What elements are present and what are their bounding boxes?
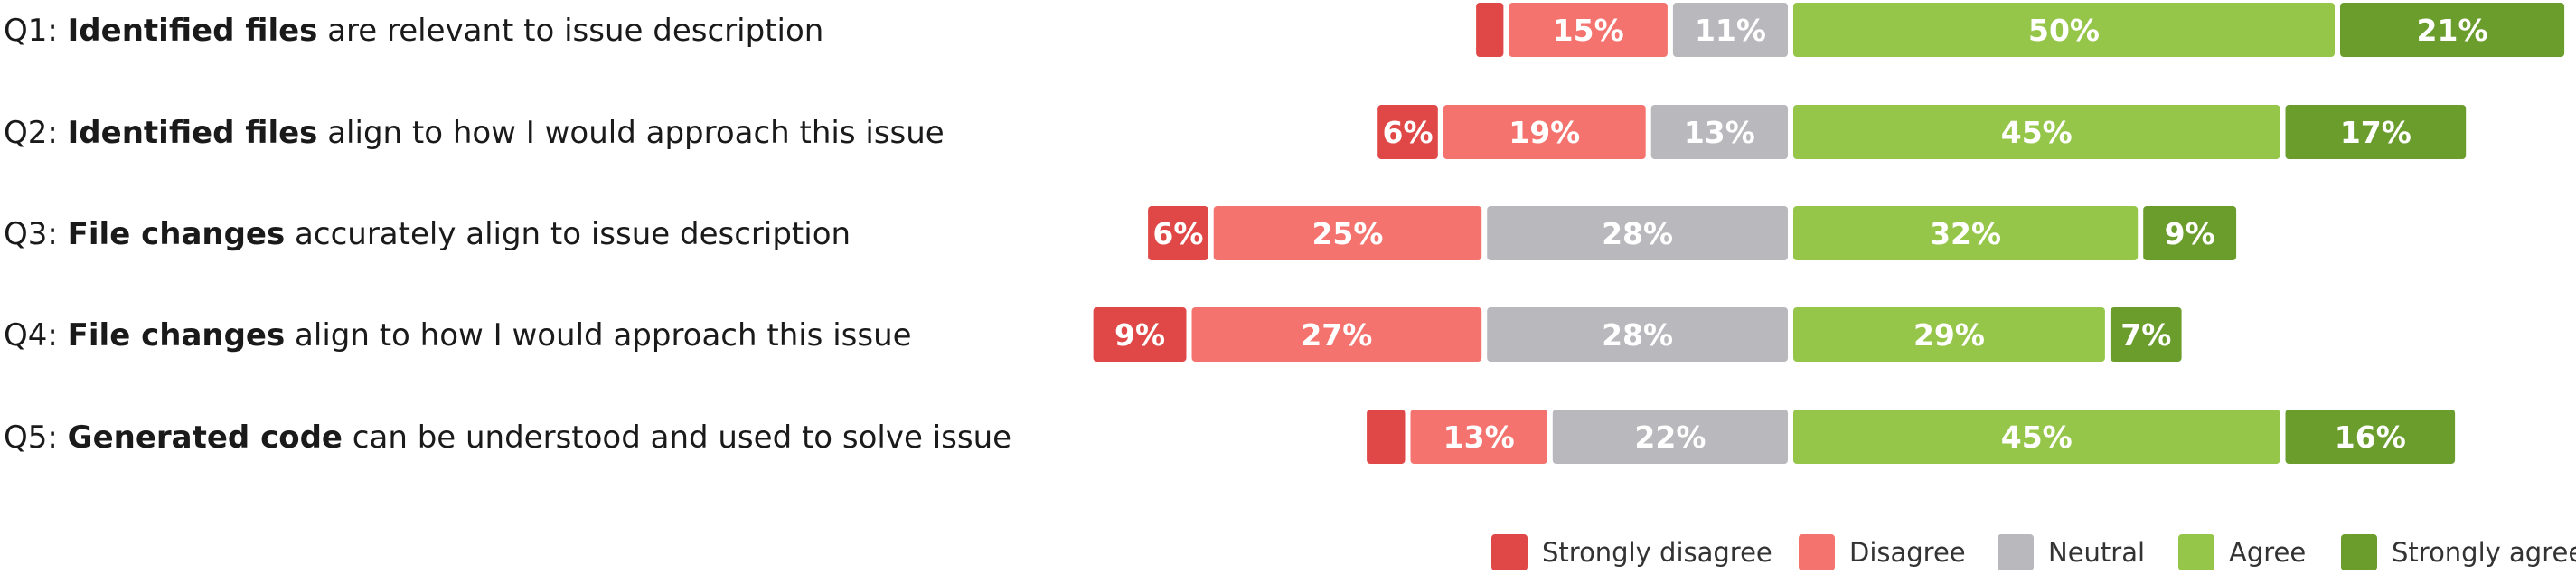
question-label: Q3: File changes accurately align to iss… [4,216,851,252]
bar-segment-disagree [1410,410,1547,464]
bar-value-label: 15% [1553,13,1624,48]
legend-item-neutral: Neutral [1998,534,2145,570]
bar-value-label: 6% [1382,115,1433,150]
legend-label: Strongly disagree [1542,537,1772,568]
bar-segment-neutral [1650,105,1788,159]
bar-value-label: 32% [1930,216,2001,251]
bar-value-label: 9% [1114,317,1165,353]
legend: Strongly disagree Disagree Neutral Agree Str… [1491,534,2576,570]
bar-value-label: 13% [1443,419,1515,455]
question-emphasis: Identified files [68,13,318,49]
question-emphasis: Generated code [68,419,343,456]
bar-segment-agree [1793,410,2280,464]
bar-value-label: 29% [1913,317,1985,353]
bar-value-label: 50% [2028,13,2100,48]
question-label: Q2: Identified files align to how I woul… [4,115,945,151]
bar-segment-disagree [1213,206,1482,260]
bar-segment-strongly-agree [2285,410,2456,464]
bar-value-label: 17% [2340,115,2411,150]
question-prefix: Q3: [4,216,68,252]
bar-segment-neutral [1552,410,1788,464]
question-text: align to how I would approach this issue [317,115,944,151]
bar-segment-disagree [1191,307,1482,362]
bar-segment-agree [1793,105,2280,159]
bar-value-label: 28% [1602,317,1673,353]
bar-segment-strongly-disagree [1148,206,1208,260]
bar-value-label: 25% [1312,216,1383,251]
question-text: accurately align to issue description [285,216,851,252]
legend-item-agree: Agree [2178,534,2306,570]
question-prefix: Q2: [4,115,68,151]
bars: 11% 15% 50% 21% 13% 19% 6% 45% 17% 28% 25% 6% 32% 9% 2… [1093,3,2565,464]
question-prefix: Q1: [4,13,68,49]
bar-segment-strongly-disagree [1367,410,1406,464]
bar-value-label: 11% [1695,13,1766,48]
legend-label: Strongly agree [2392,537,2576,568]
question-label: Q5: Generated code can be understood and… [4,419,1011,456]
bar-segment-neutral [1487,307,1788,362]
bar-segment-agree [1793,206,2139,260]
bar-value-label: 6% [1152,216,1203,251]
question-text: align to how I would approach this issue [285,317,911,353]
bar-segment-agree [1793,3,2335,57]
bar-value-label: 19% [1509,115,1580,150]
question-emphasis: Identified files [68,115,318,151]
question-emphasis: File changes [68,317,286,353]
legend-swatch [2178,534,2214,570]
bar-segment-strongly-agree [2143,206,2237,260]
bar-value-label: 21% [2417,13,2488,48]
bar-value-label: 22% [1634,419,1706,455]
question-text: can be understood and used to solve issu… [343,419,1011,456]
bar-segment-strongly-agree [2110,307,2182,362]
bar-segment-strongly-disagree [1377,105,1438,159]
question-prefix: Q4: [4,317,68,353]
bar-value-label: 7% [2120,317,2171,353]
bar-segment-disagree [1509,3,1668,57]
legend-swatch [2341,534,2377,570]
bar-value-label: 16% [2335,419,2406,455]
question-prefix: Q5: [4,419,68,456]
legend-label: Agree [2229,537,2306,568]
bar-segment-strongly-disagree [1093,307,1187,362]
legend-label: Neutral [2048,537,2145,568]
bar-value-label: 45% [2001,115,2073,150]
legend-swatch [1491,534,1528,570]
question-emphasis: File changes [68,216,286,252]
legend-swatch [1998,534,2034,570]
bar-segment-strongly-disagree [1476,3,1504,57]
bar-value-label: 9% [2165,216,2215,251]
legend-item-strongly-disagree: Strongly disagree [1491,534,1772,570]
legend-item-strongly-agree: Strongly agree [2341,534,2576,570]
legend-swatch [1799,534,1835,570]
bar-segment-strongly-agree [2285,105,2467,159]
bar-segment-disagree [1443,105,1646,159]
legend-label: Disagree [1849,537,1966,568]
bar-segment-neutral [1487,206,1788,260]
question-label: Q4: File changes align to how I would ap… [4,317,912,353]
bar-segment-strongly-agree [2340,3,2565,57]
bar-segment-neutral [1672,3,1788,57]
question-text: are relevant to issue description [317,13,823,49]
bar-value-label: 27% [1301,317,1372,353]
question-labels: Q1: Identified files are relevant to iss… [4,13,1011,456]
question-label: Q1: Identified files are relevant to iss… [4,13,823,49]
legend-item-disagree: Disagree [1799,534,1966,570]
bar-value-label: 45% [2001,419,2073,455]
bar-segment-agree [1793,307,2105,362]
bar-value-label: 28% [1602,216,1673,251]
bar-value-label: 13% [1684,115,1755,150]
